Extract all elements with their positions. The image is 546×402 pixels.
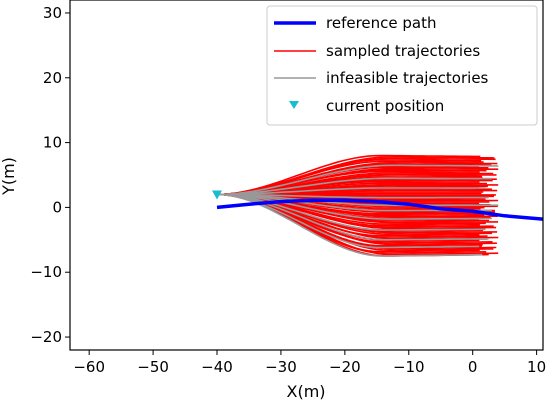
legend: reference path sampled trajectories infe… xyxy=(266,5,538,126)
x-tick-label: −30 xyxy=(265,358,297,376)
sampled-trajectory xyxy=(216,156,495,196)
y-tick-label: 0 xyxy=(52,198,62,216)
legend-box xyxy=(266,5,538,126)
x-tick-label: −60 xyxy=(73,358,105,376)
infeasible-trajectory xyxy=(217,177,492,196)
reference-path-line xyxy=(216,198,543,221)
infeasible-trajectory xyxy=(216,193,486,231)
y-tick-label: −10 xyxy=(30,263,62,281)
x-axis-label: X(m) xyxy=(286,382,325,401)
y-tick-label: −20 xyxy=(30,328,62,346)
x-tick-label: −50 xyxy=(137,358,169,376)
x-tick-label: −20 xyxy=(329,358,361,376)
legend-sampled-label: sampled trajectories xyxy=(326,42,480,60)
plot-data xyxy=(212,154,543,257)
legend-current-marker xyxy=(289,101,299,109)
sampled-trajectory xyxy=(216,154,481,196)
legend-reference-label: reference path xyxy=(326,14,437,32)
infeasible-trajectory xyxy=(216,193,483,257)
current-position-marker xyxy=(212,190,223,200)
infeasible-trajectory xyxy=(217,187,486,196)
infeasible-trajectory xyxy=(216,193,499,207)
y-axis-label: Y(m) xyxy=(0,157,18,196)
x-tick-label: 0 xyxy=(468,358,478,376)
x-tick-label: −10 xyxy=(393,358,425,376)
infeasible-trajectory xyxy=(216,164,499,196)
y-tick-label: 10 xyxy=(43,134,62,152)
y-tick-label: 20 xyxy=(43,69,62,87)
x-tick-label: 10 xyxy=(527,358,546,376)
axis-ticks: −60 −50 −40 −30 −20 −10 0 10 −20 −10 0 10 20 30 xyxy=(30,4,546,376)
infeasible-trajectory xyxy=(216,193,489,199)
axes-frame xyxy=(69,0,544,351)
legend-current-label: current position xyxy=(326,97,444,115)
x-tick-label: −40 xyxy=(201,358,233,376)
infeasible-trajectory xyxy=(216,193,492,220)
legend-infeasible-label: infeasible trajectories xyxy=(326,69,489,87)
y-tick-label: 30 xyxy=(43,4,62,22)
